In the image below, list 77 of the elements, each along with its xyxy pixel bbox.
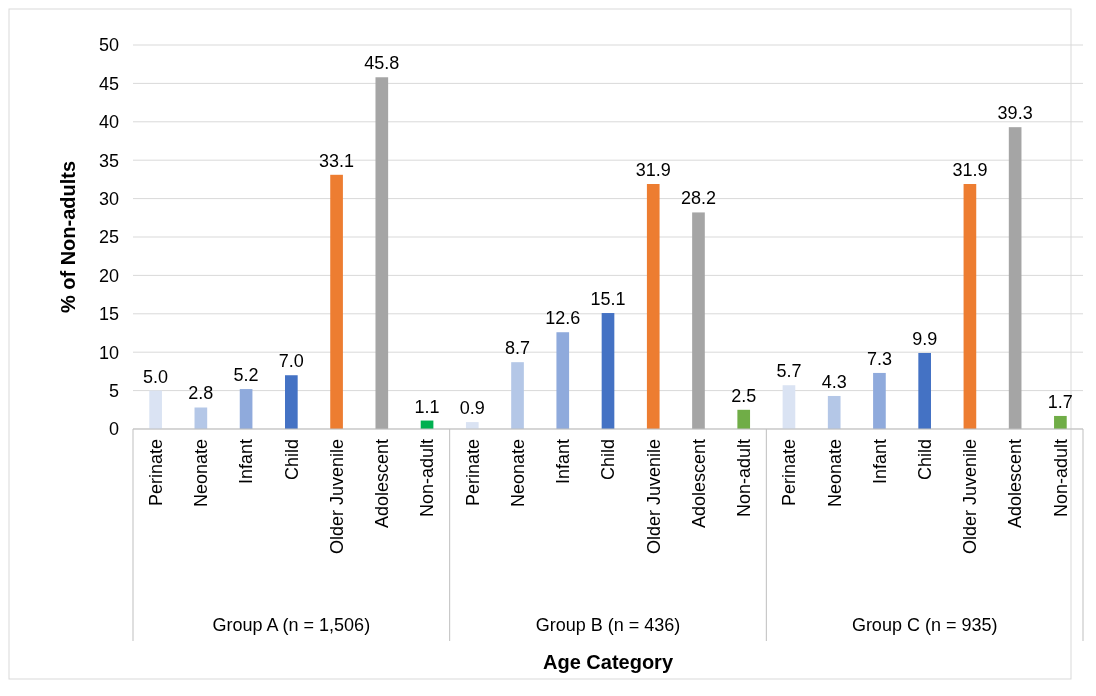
- data-label: 45.8: [364, 53, 400, 74]
- x-tick-label: Perinate: [145, 439, 166, 507]
- x-tick-label: Perinate: [779, 439, 800, 507]
- x-tick-label: Adolescent: [688, 439, 709, 529]
- x-tick-label: Older Juvenile: [643, 439, 664, 555]
- data-label: 9.9: [912, 328, 938, 349]
- x-tick-label: Child: [281, 439, 302, 481]
- y-axis-title: % of Non-adults: [57, 160, 79, 314]
- text: Group A (n = 1,506): [212, 615, 371, 636]
- y-tick-label: 30: [98, 188, 119, 209]
- x-tick-label: Non-adult: [417, 439, 438, 518]
- data-label: 7.3: [866, 348, 892, 369]
- bar: [511, 362, 524, 429]
- x-tick-label: Infant: [553, 439, 574, 485]
- x-tick-label: Non-adult: [734, 439, 755, 518]
- data-label: 31.9: [635, 160, 671, 181]
- bar: [918, 352, 931, 429]
- bar: [963, 184, 977, 429]
- y-tick-label: 10: [98, 342, 119, 363]
- bar: [194, 407, 208, 429]
- text: Group C (n = 935): [851, 615, 998, 636]
- x-tick-label: Adolescent: [372, 439, 393, 529]
- x-tick-label: Child: [598, 439, 619, 481]
- x-tick-label: Adolescent: [1005, 439, 1026, 529]
- x-tick-label: Child: [914, 439, 935, 481]
- data-label: 8.7: [505, 338, 531, 359]
- data-label: 12.6: [545, 308, 581, 329]
- x-tick-label: Infant: [236, 439, 257, 485]
- bar: [601, 313, 615, 429]
- bar: [1008, 127, 1022, 429]
- bar: [375, 77, 389, 429]
- data-label: 31.9: [952, 160, 988, 181]
- data-label: 1.1: [414, 396, 440, 417]
- bar: [692, 212, 705, 429]
- data-label: 1.7: [1047, 391, 1073, 412]
- y-tick-label: 40: [98, 112, 119, 133]
- data-label: 4.3: [821, 371, 847, 392]
- x-tick-label: Neonate: [824, 439, 845, 508]
- y-tick-label: 25: [98, 227, 119, 248]
- y-tick-label: 0: [108, 419, 119, 440]
- bar: [330, 174, 343, 429]
- y-tick-label: 20: [98, 265, 119, 286]
- bar: [556, 332, 570, 429]
- x-tick-label: Infant: [869, 439, 890, 485]
- bar: [827, 395, 841, 429]
- data-label: 5.0: [143, 366, 169, 387]
- x-tick-label: Non-adult: [1050, 439, 1071, 518]
- data-label: 15.1: [590, 289, 626, 310]
- data-label: 5.7: [776, 361, 802, 382]
- data-label: 39.3: [997, 103, 1033, 124]
- y-tick-label: 45: [98, 73, 119, 94]
- y-tick-label: 5: [108, 380, 119, 401]
- bar: [149, 390, 162, 429]
- bar: [239, 389, 253, 429]
- data-label: 2.5: [731, 385, 757, 406]
- bar: [873, 372, 886, 429]
- y-tick-label: 15: [98, 304, 119, 325]
- data-label: 28.2: [680, 188, 716, 209]
- data-label: 33.1: [319, 150, 355, 171]
- y-tick-label: 35: [98, 150, 119, 171]
- y-tick-label: 50: [98, 35, 119, 56]
- x-axis-title: Age Category: [542, 651, 674, 673]
- bar: [646, 184, 660, 429]
- x-tick-label: Older Juvenile: [326, 439, 347, 555]
- x-tick-label: Perinate: [462, 439, 483, 507]
- x-tick-label: Neonate: [507, 439, 528, 508]
- data-label: 7.0: [278, 351, 304, 372]
- data-label: 2.8: [188, 383, 214, 404]
- bar: [782, 385, 796, 429]
- data-label: 0.9: [459, 398, 485, 419]
- data-label: 5.2: [233, 365, 259, 386]
- x-tick-label: Neonate: [191, 439, 212, 508]
- text: Group B (n = 436): [535, 615, 681, 636]
- bar: [737, 409, 751, 429]
- x-tick-label: Older Juvenile: [960, 439, 981, 555]
- bar: [285, 375, 298, 429]
- bar: [1054, 415, 1067, 429]
